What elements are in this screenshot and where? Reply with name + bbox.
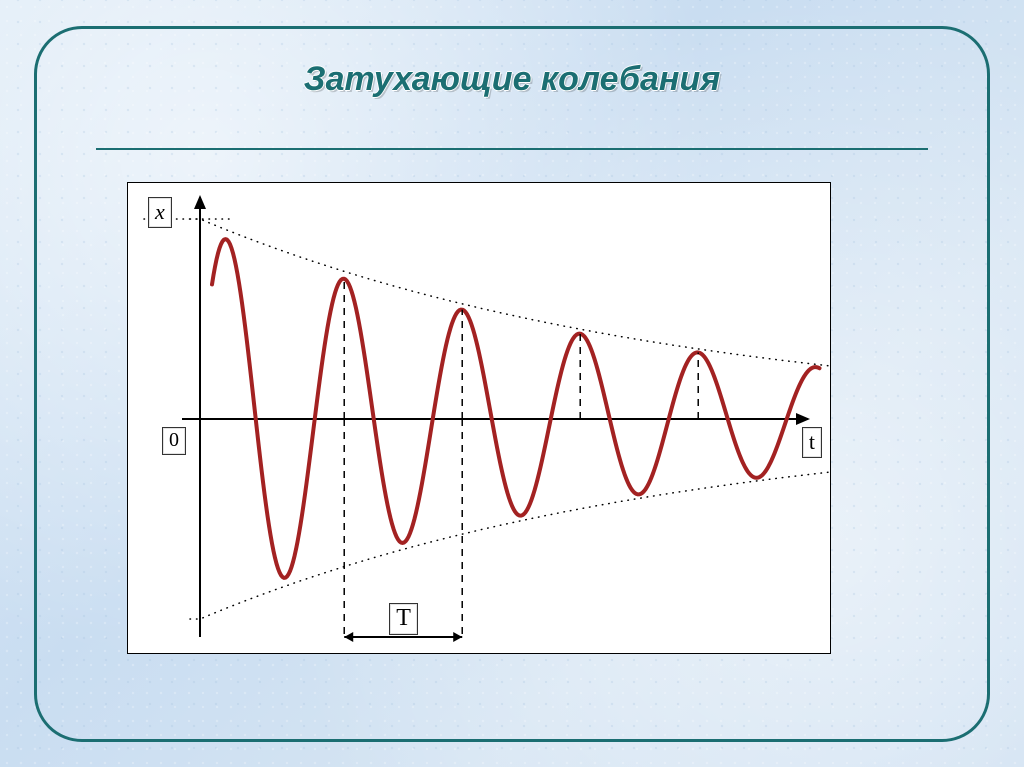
period-label: T <box>389 603 418 635</box>
x-axis-label: t <box>802 427 822 458</box>
title-underline <box>96 148 928 150</box>
origin-label: 0 <box>162 427 186 455</box>
chart-figure: x t 0 T <box>127 182 831 654</box>
y-axis-label: x <box>148 197 172 228</box>
slide-title: Затухающие колебания <box>0 60 1024 99</box>
slide-page: Затухающие колебания x t 0 T <box>0 0 1024 767</box>
damped-oscillation-chart <box>128 183 832 655</box>
